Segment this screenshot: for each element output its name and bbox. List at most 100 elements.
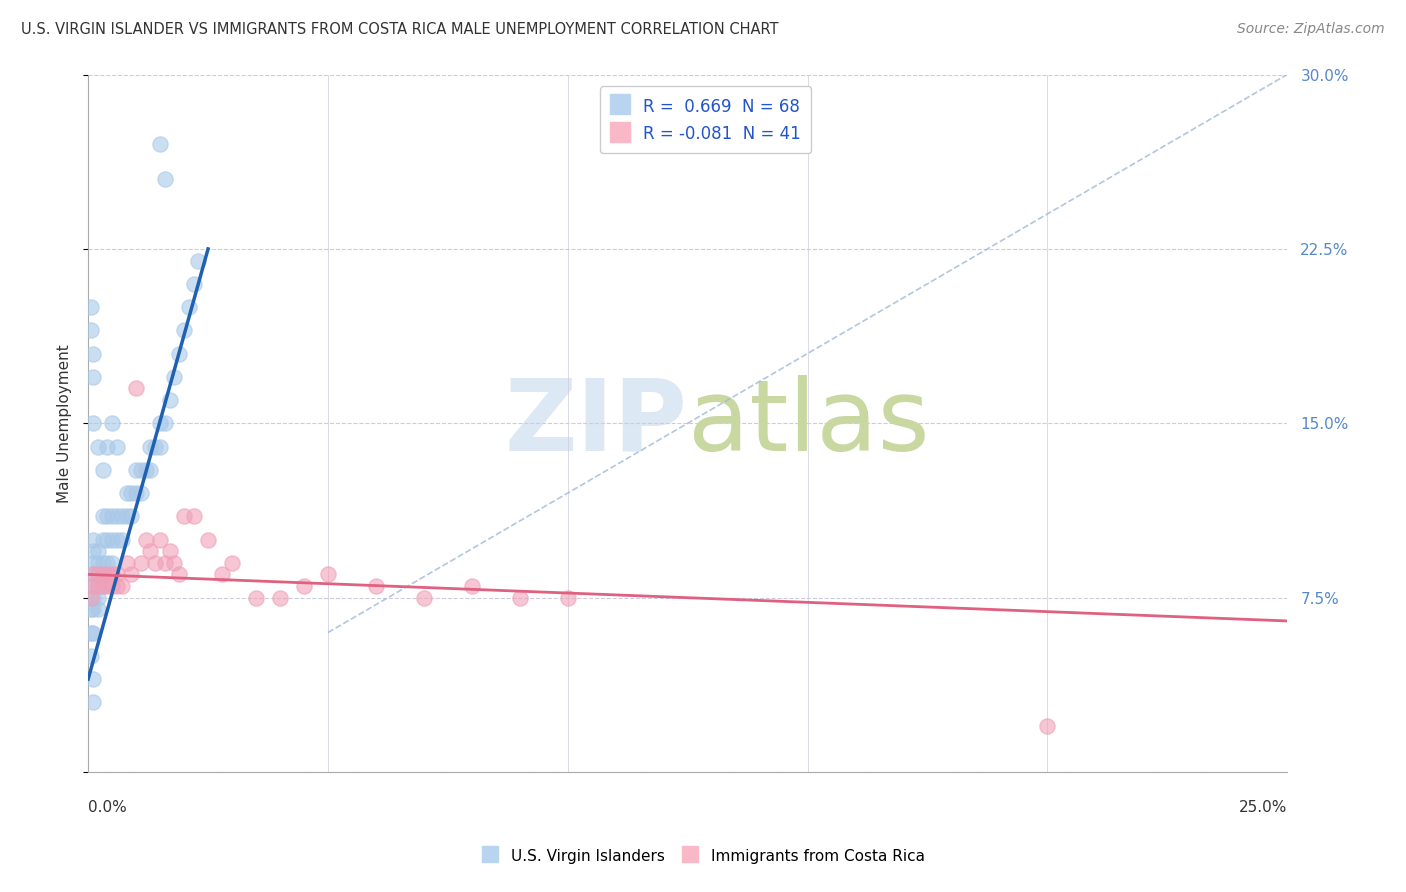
Point [96,440,118,454]
Point [82,672,104,686]
Point [87,567,110,582]
Point [163,556,186,570]
Point [364,579,387,593]
Point [87,579,110,593]
Point [120,509,142,524]
Point [105,440,128,454]
Point [101,567,124,582]
Point [177,300,200,314]
Point [169,567,191,582]
Point [101,579,124,593]
Point [135,463,157,477]
Point [187,253,209,268]
Point [169,346,191,360]
Point [412,591,434,605]
Point [101,556,124,570]
Point [153,556,176,570]
Point [143,556,166,570]
Point [153,172,176,186]
Point [211,567,233,582]
Point [1036,718,1059,732]
Point [125,486,148,500]
Point [197,533,219,547]
Point [139,440,162,454]
Point [82,533,104,547]
Point [79,602,101,616]
Point [221,556,243,570]
Point [111,509,134,524]
Point [139,463,162,477]
Point [82,695,104,709]
Point [105,509,128,524]
Point [115,509,138,524]
Point [79,648,101,663]
Point [96,556,118,570]
Text: ZIP: ZIP [505,375,688,472]
Point [105,533,128,547]
Point [82,579,104,593]
Point [91,579,114,593]
Point [82,567,104,582]
Point [316,567,339,582]
Legend: U.S. Virgin Islanders, Immigrants from Costa Rica: U.S. Virgin Islanders, Immigrants from C… [475,841,931,871]
Text: 0.0%: 0.0% [89,800,127,815]
Point [79,323,101,337]
Point [149,440,172,454]
Point [82,602,104,616]
Point [101,533,124,547]
Point [115,486,138,500]
Point [87,591,110,605]
Point [139,544,162,558]
Point [129,486,152,500]
Point [159,544,181,558]
Point [245,591,267,605]
Point [149,533,172,547]
Point [82,625,104,640]
Point [91,556,114,570]
Point [125,381,148,395]
Y-axis label: Male Unemployment: Male Unemployment [58,344,72,503]
Point [87,579,110,593]
Point [183,509,205,524]
Point [91,509,114,524]
Point [87,556,110,570]
Point [82,417,104,431]
Point [79,625,101,640]
Point [87,602,110,616]
Point [183,277,205,291]
Point [91,579,114,593]
Text: 25.0%: 25.0% [1239,800,1286,815]
Point [173,509,195,524]
Point [79,300,101,314]
Point [129,463,152,477]
Point [82,579,104,593]
Point [111,533,134,547]
Point [111,579,134,593]
Point [91,567,114,582]
Point [82,591,104,605]
Legend: R =  0.669  N = 68, R = -0.081  N = 41: R = 0.669 N = 68, R = -0.081 N = 41 [600,87,811,153]
Point [91,533,114,547]
Point [149,417,172,431]
Point [82,346,104,360]
Point [173,323,195,337]
Point [143,440,166,454]
Point [269,591,291,605]
Point [82,567,104,582]
Point [96,567,118,582]
Point [96,579,118,593]
Point [87,567,110,582]
Point [79,591,101,605]
Point [101,417,124,431]
Point [159,392,181,407]
Point [101,509,124,524]
Text: Source: ZipAtlas.com: Source: ZipAtlas.com [1237,22,1385,37]
Point [82,556,104,570]
Point [105,579,128,593]
Point [91,463,114,477]
Point [461,579,484,593]
Text: atlas: atlas [688,375,929,472]
Point [557,591,579,605]
Point [115,556,138,570]
Point [509,591,531,605]
